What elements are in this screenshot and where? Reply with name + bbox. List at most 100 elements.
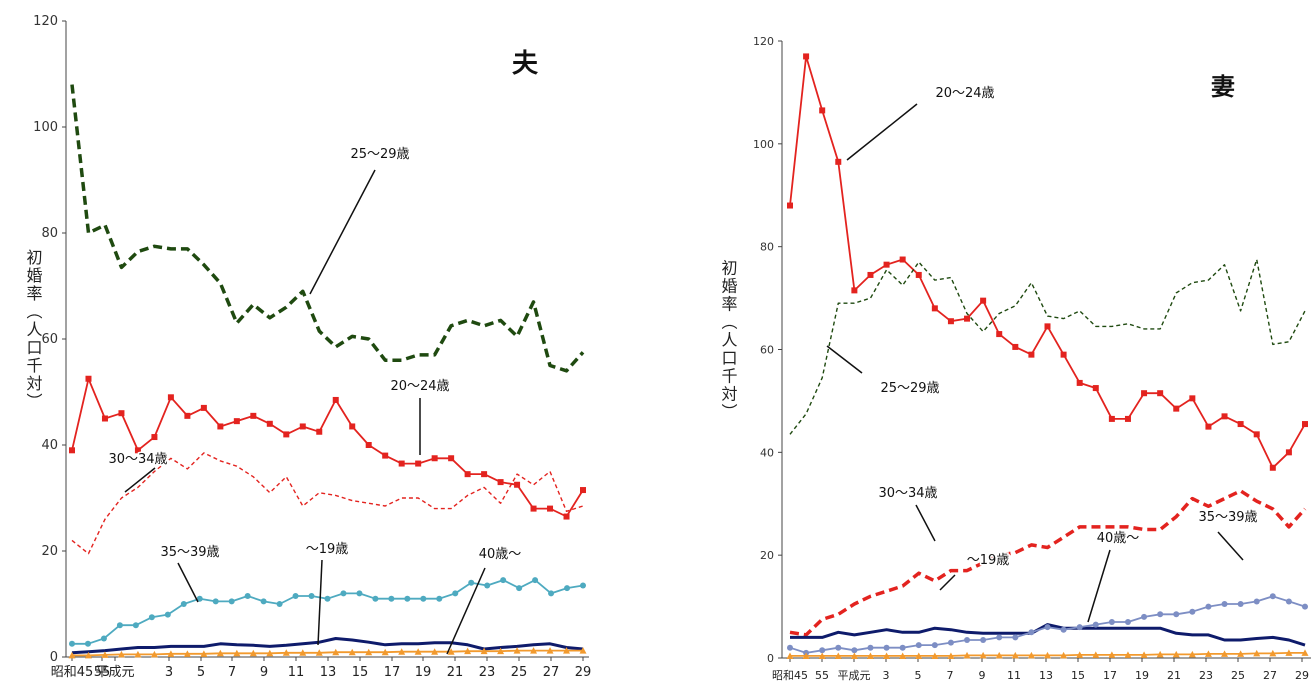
series-leader-line [124, 467, 156, 493]
data-point [244, 593, 251, 600]
data-point [786, 652, 794, 659]
y-tick-label: 80 [760, 241, 774, 254]
data-point [802, 652, 810, 659]
data-point [340, 590, 347, 597]
data-point [1221, 601, 1228, 608]
data-point [883, 644, 890, 651]
data-point [513, 647, 521, 654]
data-point [260, 598, 267, 605]
x-tick-label: 7 [228, 665, 236, 680]
data-point [388, 595, 395, 602]
series-20-24: 20〜24歳 [787, 53, 1308, 471]
data-point [414, 648, 422, 655]
data-point [398, 460, 405, 467]
data-point [1076, 379, 1083, 386]
y-tick-label: 20 [41, 544, 58, 559]
x-tick-label: 23 [1199, 669, 1213, 682]
data-point [947, 652, 955, 659]
series-line-30-34 [71, 452, 584, 555]
data-point [266, 649, 274, 657]
data-point [183, 650, 191, 657]
series-line-35-39 [72, 579, 584, 645]
data-point [1285, 449, 1292, 456]
data-point [1108, 651, 1116, 658]
data-point [365, 648, 373, 656]
x-tick-label: 昭和45 [772, 669, 808, 682]
data-point [212, 598, 219, 605]
data-point [580, 487, 586, 494]
series-label: 40歳〜 [1097, 531, 1140, 546]
series-35-39: 35〜39歳 [69, 544, 586, 647]
data-point [947, 639, 954, 646]
data-point [867, 271, 874, 278]
data-point [867, 644, 874, 651]
data-point [382, 452, 389, 459]
y-tick-label: 120 [753, 35, 774, 48]
data-point [883, 652, 891, 659]
data-point [404, 595, 411, 602]
series-label: 〜19歳 [306, 542, 349, 557]
data-point [431, 648, 439, 655]
data-point [835, 158, 842, 165]
data-point [68, 651, 76, 659]
data-point [1253, 431, 1260, 438]
y-tick-label: 0 [767, 652, 774, 665]
x-tick-label: 13 [320, 665, 337, 680]
x-tick-label: 21 [1167, 669, 1181, 682]
series-leader-line [826, 345, 863, 374]
data-point [947, 318, 954, 325]
x-tick-label: 25 [1231, 669, 1245, 682]
data-point [580, 582, 586, 589]
data-point [292, 593, 299, 600]
series-label: 25〜29歳 [880, 381, 939, 396]
data-point [1011, 651, 1019, 659]
data-point [431, 455, 438, 462]
data-point [1221, 650, 1229, 657]
data-point [1237, 601, 1244, 608]
data-point [200, 650, 208, 657]
data-point [915, 271, 922, 278]
data-point [1044, 624, 1051, 631]
data-point [117, 650, 125, 658]
y-tick-label: 100 [753, 138, 774, 151]
data-point [1173, 611, 1180, 618]
y-tick-label: 60 [41, 332, 58, 347]
data-point [818, 652, 826, 659]
data-point [1108, 619, 1115, 626]
data-point [184, 412, 191, 419]
data-point [1092, 385, 1099, 392]
data-point [332, 396, 339, 403]
data-point [452, 590, 459, 597]
data-point [315, 649, 323, 656]
data-point [69, 640, 75, 647]
data-point [349, 423, 356, 430]
data-point [1028, 351, 1035, 358]
series-label: 30〜34歳 [108, 452, 167, 467]
data-point [481, 471, 488, 478]
series-leader-line [939, 574, 956, 591]
y-tick-label: 0 [50, 650, 58, 665]
data-point [249, 649, 257, 657]
data-point [497, 647, 505, 655]
data-point [372, 595, 379, 602]
y-tick-label: 120 [33, 14, 58, 29]
data-point [324, 595, 331, 602]
data-point [1253, 649, 1261, 657]
data-point [69, 447, 75, 454]
data-point [468, 579, 475, 586]
series-25-29: 25〜29歳 [70, 84, 585, 373]
data-point [398, 648, 406, 655]
data-point [1269, 649, 1277, 657]
series-25-29: 25〜29歳 [789, 258, 1306, 435]
series-leader-line [915, 504, 936, 542]
data-point [196, 595, 203, 602]
data-point [1253, 598, 1260, 605]
data-point [447, 648, 455, 655]
x-tick-label: 29 [575, 665, 592, 680]
x-tick-label: 29 [1295, 669, 1309, 682]
data-point [980, 637, 987, 644]
series-35-39: 35〜39歳 [787, 509, 1308, 656]
data-point [835, 644, 842, 651]
data-point [834, 652, 842, 659]
